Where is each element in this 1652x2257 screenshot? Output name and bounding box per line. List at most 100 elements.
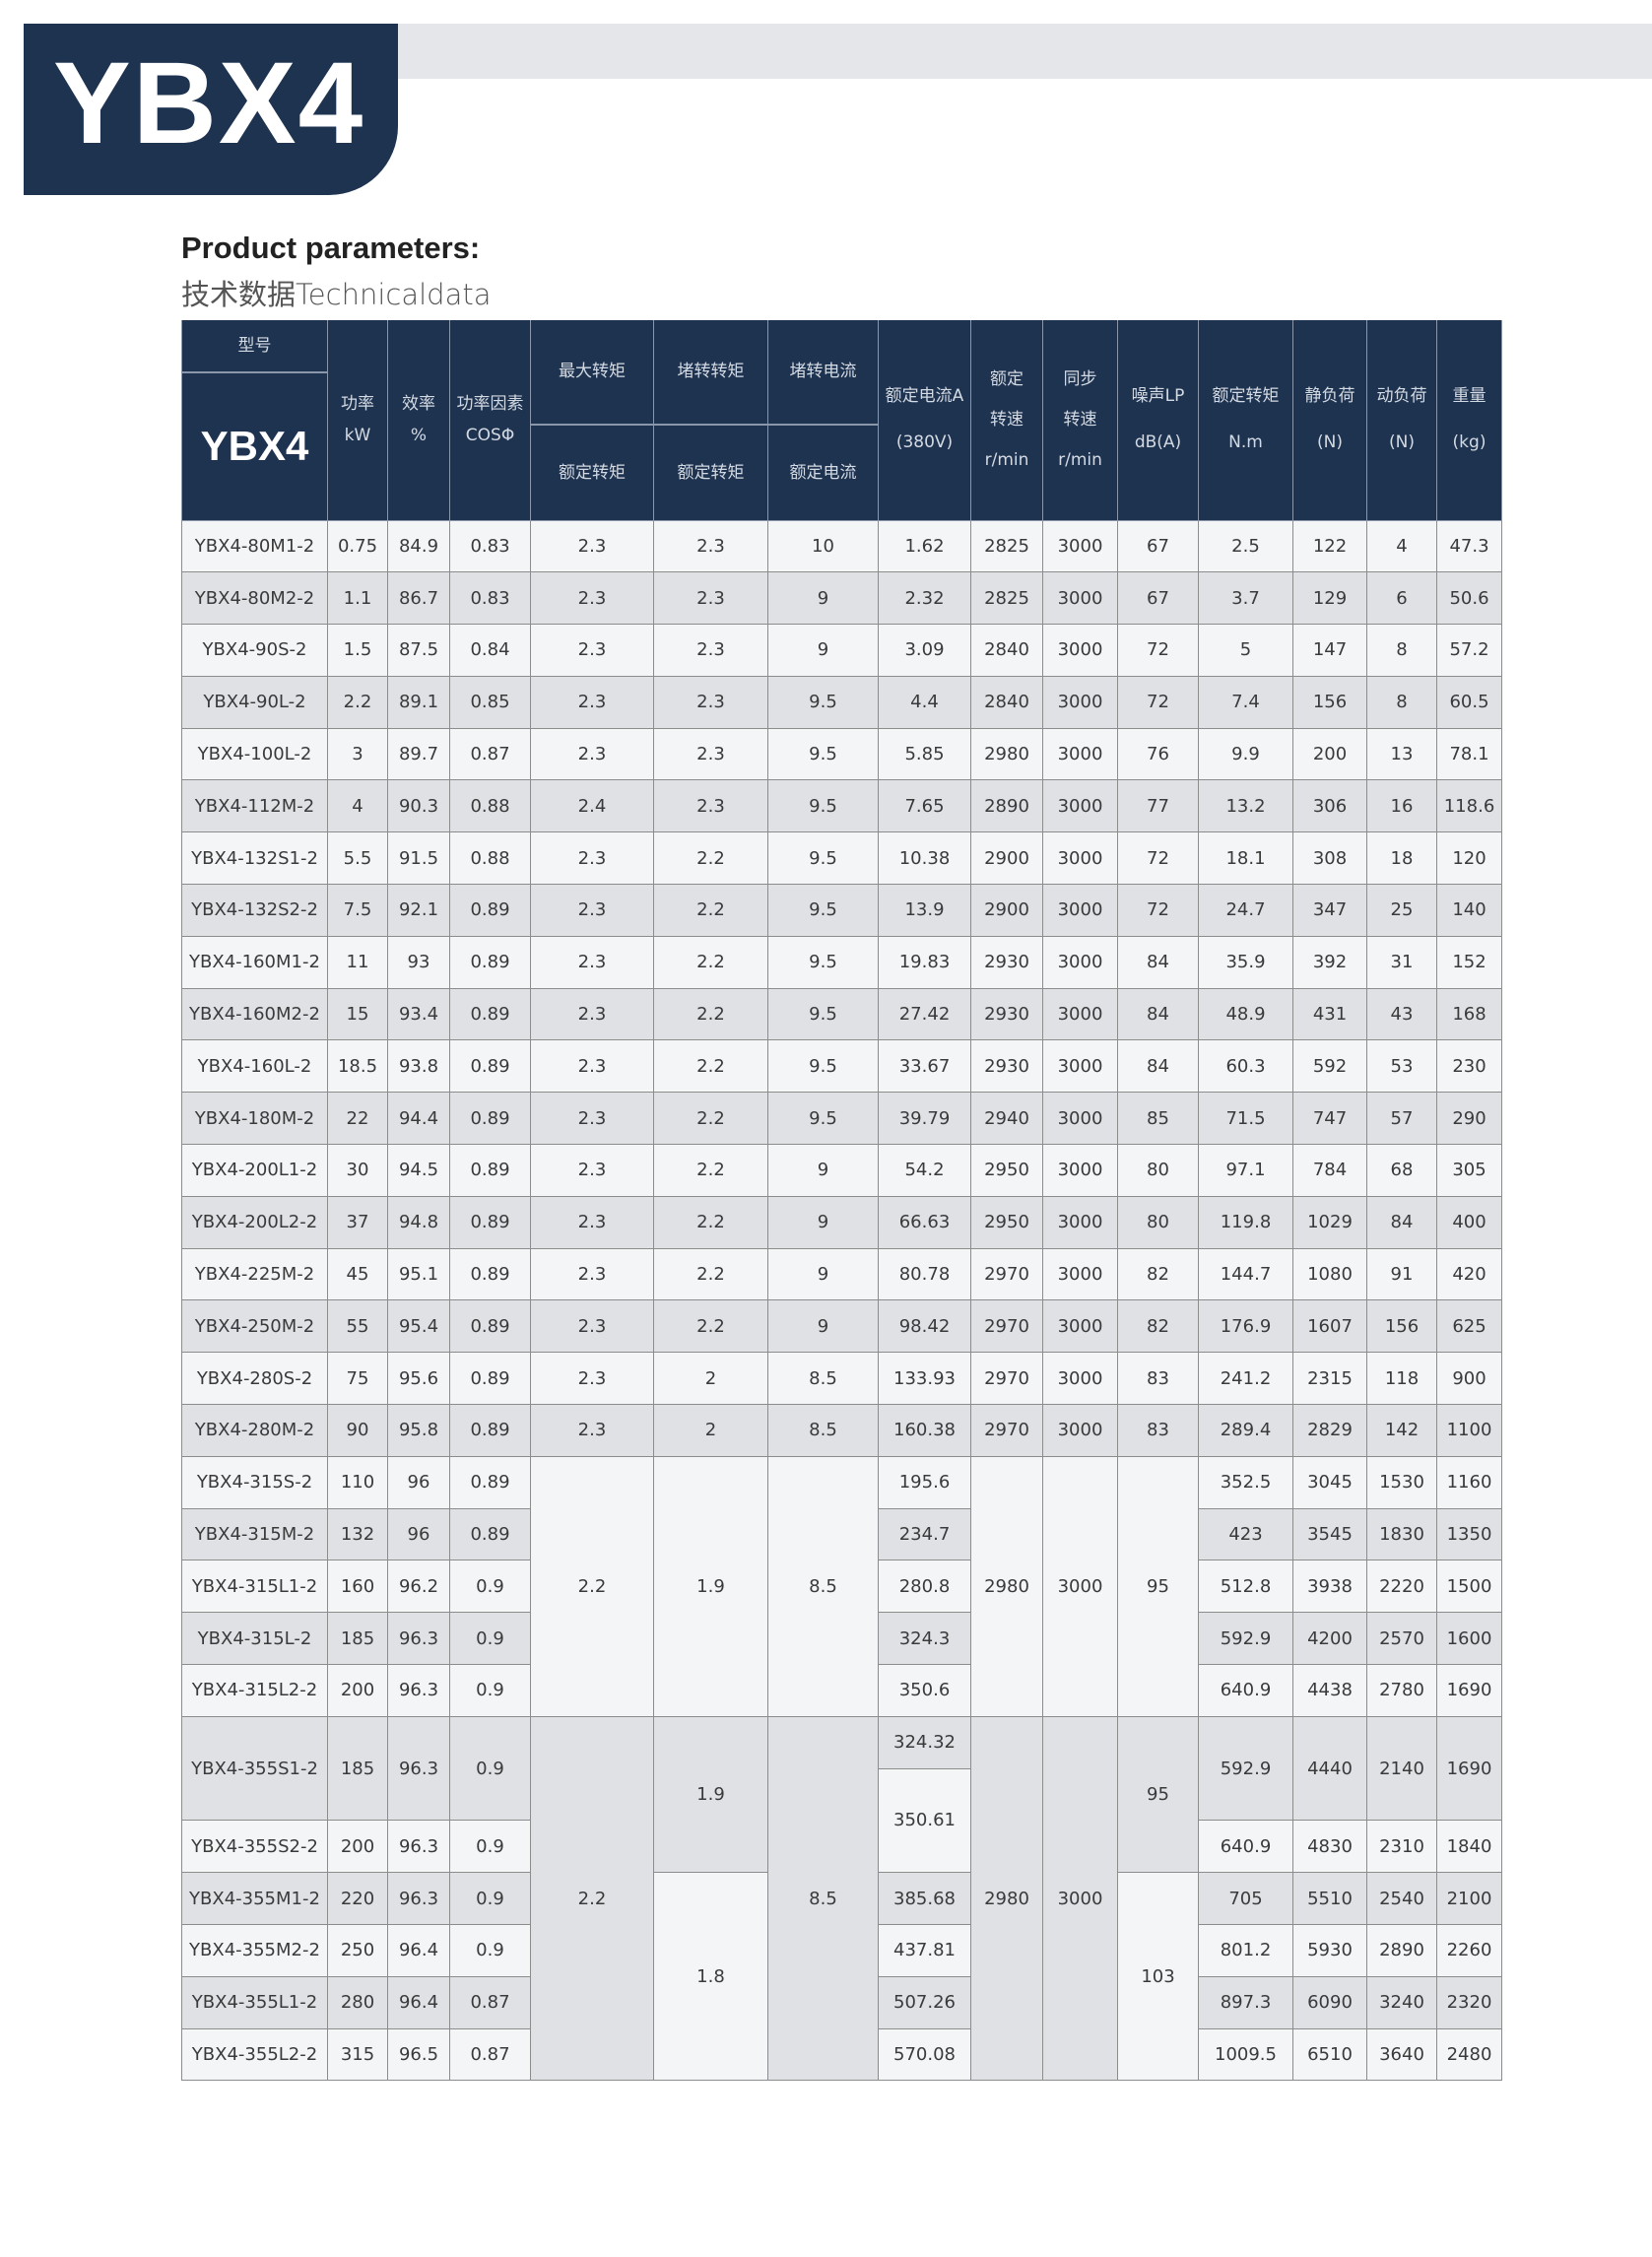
cell-efficiency: 96.5 — [387, 2027, 450, 2082]
cell-max-torque: 2.3 — [530, 831, 654, 886]
table-row: YBX4-315L2-2 200 96.3 0.9 350.6 640.9 4438 2780… — [181, 1664, 1502, 1717]
cell-power: 250 — [327, 1924, 388, 1977]
cell-sync-speed: 3000 — [1042, 1039, 1118, 1094]
cell-power: 55 — [327, 1299, 388, 1354]
cell-rated-torque: 705 — [1198, 1872, 1293, 1926]
cell-dynamic-load: 2220 — [1366, 1560, 1437, 1614]
cell-locked-torque: 2.2 — [653, 935, 768, 989]
cell-rated-speed: 2980 — [970, 1455, 1043, 1717]
cell-locked-current: 9.5 — [767, 727, 879, 781]
cell-dynamic-load: 16 — [1366, 779, 1437, 833]
cell-locked-torque: 2.3 — [653, 571, 768, 626]
cell-weight: 290 — [1436, 1092, 1502, 1146]
table-row: YBX4-80M1-2 0.75 84.9 0.83 2.3 2.3 10 1.62 2825 3… — [181, 519, 1502, 573]
cell-static-load: 784 — [1292, 1144, 1367, 1197]
cell-rated-current: 234.7 — [878, 1507, 971, 1561]
cell-locked-current: 9 — [767, 1247, 879, 1301]
cell-power-factor: 0.83 — [449, 519, 531, 573]
cell-power: 0.75 — [327, 519, 388, 573]
cell-efficiency: 96.4 — [387, 1924, 450, 1977]
cell-efficiency: 94.8 — [387, 1195, 450, 1249]
table-body: YBX4-80M1-2 0.75 84.9 0.83 2.3 2.3 10 1.62 2825 3… — [181, 519, 1502, 2082]
cell-rated-current: 54.2 — [878, 1144, 971, 1197]
cell-power-factor: 0.89 — [449, 1144, 531, 1197]
table-header: 型号 功率 kW 效率 % 功率因素 COSΦ 最大转矩 堵转转矩 堵转电流 额… — [181, 320, 1502, 521]
cell-dynamic-load: 118 — [1366, 1352, 1437, 1406]
table-row: YBX4-315L1-2 160 96.2 0.9 280.8 512.8 3938 2220… — [181, 1560, 1502, 1614]
cell-model: YBX4-355M2-2 — [181, 1924, 328, 1977]
cell-efficiency: 89.7 — [387, 727, 450, 781]
cell-max-torque: 2.2 — [530, 1455, 654, 1717]
cell-rated-speed: 2980 — [970, 727, 1043, 781]
cell-dynamic-load: 2310 — [1366, 1820, 1437, 1874]
cell-efficiency: 96.3 — [387, 1872, 450, 1926]
cell-locked-torque: 2.2 — [653, 1039, 768, 1094]
cell-model: YBX4-90S-2 — [181, 624, 328, 677]
cell-dynamic-load: 53 — [1366, 1039, 1437, 1094]
cell-rated-torque: 897.3 — [1198, 1975, 1293, 2029]
cell-locked-current: 9.5 — [767, 831, 879, 886]
cell-power: 110 — [327, 1455, 388, 1509]
cell-efficiency: 94.4 — [387, 1092, 450, 1146]
cell-dynamic-load: 68 — [1366, 1144, 1437, 1197]
cell-efficiency: 95.1 — [387, 1247, 450, 1301]
cell-max-torque: 2.3 — [530, 675, 654, 729]
cell-static-load: 1607 — [1292, 1299, 1367, 1354]
header-power-factor: 功率因素 COSΦ — [449, 320, 531, 521]
cell-power: 160 — [327, 1560, 388, 1614]
cell-rated-current: 5.85 — [878, 727, 971, 781]
cell-sync-speed: 3000 — [1042, 1299, 1118, 1354]
cell-power: 22 — [327, 1092, 388, 1146]
cell-power-factor: 0.89 — [449, 1299, 531, 1354]
cell-rated-current: 2.32 — [878, 571, 971, 626]
cell-weight: 625 — [1436, 1299, 1502, 1354]
cell-efficiency: 95.4 — [387, 1299, 450, 1354]
cell-weight: 1350 — [1436, 1507, 1502, 1561]
cell-noise: 67 — [1117, 571, 1199, 626]
cell-rated-torque: 144.7 — [1198, 1247, 1293, 1301]
cell-rated-current: 66.63 — [878, 1195, 971, 1249]
header-locked-torque: 堵转转矩 — [653, 320, 768, 426]
cell-model: YBX4-315L2-2 — [181, 1664, 328, 1717]
cell-static-load: 3938 — [1292, 1560, 1367, 1614]
cell-locked-torque: 2.2 — [653, 1195, 768, 1249]
cell-sync-speed: 3000 — [1042, 624, 1118, 677]
cell-weight: 2480 — [1436, 2027, 1502, 2082]
cell-rated-torque: 48.9 — [1198, 987, 1293, 1041]
cell-power: 200 — [327, 1820, 388, 1874]
cell-power: 185 — [327, 1715, 388, 1822]
cell-locked-current: 8.5 — [767, 1352, 879, 1406]
table-row: YBX4-250M-2 55 95.4 0.89 2.3 2.2 9 98.42 2970 300… — [181, 1299, 1502, 1354]
cell-model: YBX4-100L-2 — [181, 727, 328, 781]
cell-power: 2.2 — [327, 675, 388, 729]
cell-efficiency: 96 — [387, 1507, 450, 1561]
header-locked-current-ratio: 额定电流 — [767, 425, 879, 521]
cell-sync-speed: 3000 — [1042, 1715, 1118, 2082]
cell-static-load: 2315 — [1292, 1352, 1367, 1406]
cell-rated-current: 4.4 — [878, 675, 971, 729]
cell-noise: 84 — [1117, 1039, 1199, 1094]
cell-power-factor: 0.87 — [449, 2027, 531, 2082]
table-row: YBX4-90L-2 2.2 89.1 0.85 2.3 2.3 9.5 4.4 2840 300… — [181, 675, 1502, 729]
cell-rated-torque: 7.4 — [1198, 675, 1293, 729]
cell-rated-speed: 2970 — [970, 1352, 1043, 1406]
cell-rated-current: 437.81 — [878, 1924, 971, 1977]
cell-weight: 120 — [1436, 831, 1502, 886]
cell-rated-current: 3.09 — [878, 624, 971, 677]
cell-locked-current: 10 — [767, 519, 879, 573]
cell-static-load: 1080 — [1292, 1247, 1367, 1301]
cell-locked-current: 9 — [767, 624, 879, 677]
cell-rated-current: 7.65 — [878, 779, 971, 833]
cell-dynamic-load: 25 — [1366, 884, 1437, 937]
cell-power-factor: 0.89 — [449, 1247, 531, 1301]
cell-locked-current: 9 — [767, 1144, 879, 1197]
cell-dynamic-load: 13 — [1366, 727, 1437, 781]
cell-power: 7.5 — [327, 884, 388, 937]
cell-power-factor: 0.89 — [449, 935, 531, 989]
cell-static-load: 392 — [1292, 935, 1367, 989]
header-sync-speed: 同步 转速 r/min — [1042, 320, 1118, 521]
cell-rated-speed: 2890 — [970, 779, 1043, 833]
table-row: YBX4-112M-2 4 90.3 0.88 2.4 2.3 9.5 7.65 2890 300… — [181, 779, 1502, 833]
cell-power: 18.5 — [327, 1039, 388, 1094]
cell-rated-speed: 2950 — [970, 1195, 1043, 1249]
